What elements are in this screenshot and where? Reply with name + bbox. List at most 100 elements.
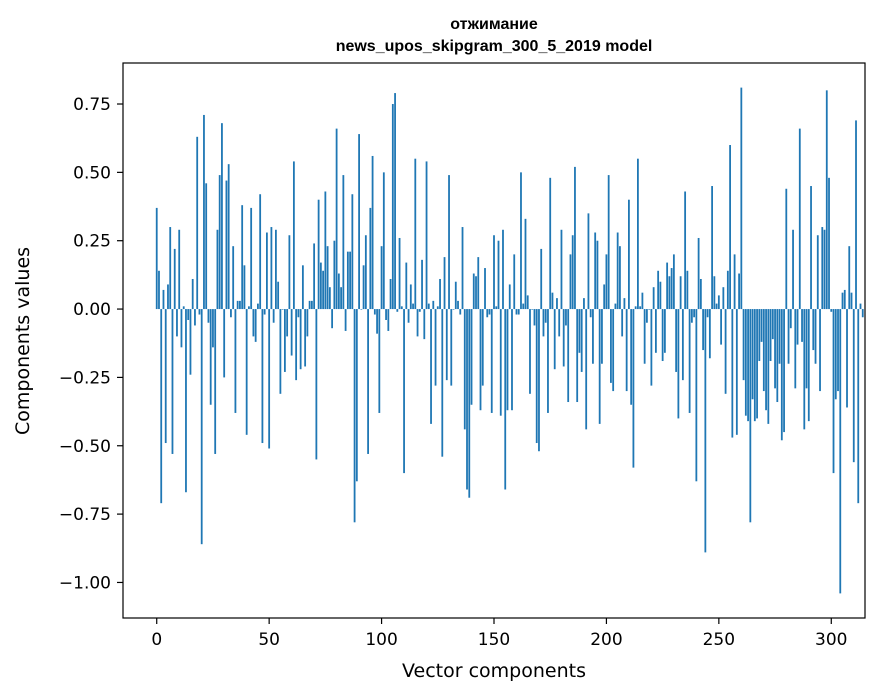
bar-component-274 [771,309,774,340]
bar-component-254 [726,270,729,310]
bar-component-137 [463,309,466,430]
bar-component-117 [418,309,421,312]
bar-component-219 [648,309,651,310]
bar-component-271 [765,309,767,411]
bar-component-163 [522,303,525,310]
bar-component-79 [333,240,336,310]
bar-component-283 [792,229,794,310]
bar-component-226 [663,309,666,353]
bar-component-207 [621,309,624,337]
chart-title: отжимание [450,16,538,33]
bar-component-304 [839,309,842,594]
bar-component-49 [266,232,268,310]
bar-component-158 [511,309,513,411]
y-tick-label: 0.50 [73,163,111,183]
bar-component-87 [351,194,354,310]
bar-component-2 [160,309,163,504]
y-tick-label: 0.75 [73,95,111,115]
y-axis-label: Components values [12,247,34,435]
bar-component-134 [457,300,459,310]
bar-component-250 [717,295,720,310]
bar-component-298 [825,90,828,310]
x-tick-label: 200 [590,630,622,650]
x-axis-label: Vector components [402,660,586,682]
bar-component-16 [191,278,194,310]
bar-component-95 [369,207,372,310]
bar-component-294 [816,235,819,310]
bar-component-183 [567,309,570,403]
bar-component-114 [412,303,414,310]
bar-component-279 [783,309,785,433]
bar-component-6 [169,227,172,310]
bar-component-194 [592,309,594,364]
bar-component-65 [301,265,304,310]
bar-component-59 [288,235,291,310]
bar-component-208 [623,298,626,310]
bar-component-182 [565,309,567,326]
bar-component-308 [848,246,851,310]
bar-component-85 [346,251,349,310]
bar-component-146 [484,268,486,310]
bar-component-103 [387,309,390,331]
bar-component-9 [176,309,178,337]
bar-component-42 [250,207,253,310]
chart-subtitle: news_upos_skipgram_300_5_2019 model [336,38,653,55]
bar-component-286 [798,128,801,310]
bar-component-62 [295,309,298,381]
bar-component-23 [207,309,210,323]
y-tick-label: −1.00 [59,573,111,593]
bar-component-155 [504,309,507,490]
bar-component-204 [614,303,617,310]
bar-component-190 [583,298,585,310]
bar-component-243 [702,309,705,351]
bar-component-71 [315,309,318,460]
bar-component-148 [488,309,491,315]
bar-component-97 [373,309,376,315]
bar-component-233 [679,276,682,310]
bar-component-173 [544,309,547,323]
bar-component-239 [693,309,696,318]
bar-component-13 [185,309,187,493]
bar-component-98 [376,309,378,334]
bar-component-225 [661,309,664,362]
bar-component-94 [367,309,369,454]
bar-component-303 [837,309,839,392]
bar-component-185 [571,235,574,310]
bar-component-51 [270,227,273,310]
x-tick-label: 50 [258,630,280,650]
bar-component-52 [272,309,275,323]
bar-component-238 [690,309,693,323]
bar-component-99 [378,309,381,413]
bar-component-22 [205,183,208,310]
bar-component-124 [434,309,437,386]
bar-component-296 [821,227,824,310]
bar-component-267 [756,309,758,419]
bar-component-90 [358,134,360,310]
bar-component-159 [513,254,516,310]
bar-component-212 [632,309,635,468]
bar-component-281 [787,309,790,364]
bar-component-256 [731,309,734,438]
bar-component-229 [670,268,673,310]
bar-component-39 [243,265,246,310]
bar-component-187 [576,309,579,403]
bar-component-40 [245,309,248,435]
bar-component-245 [706,309,709,318]
bar-component-206 [619,246,621,310]
bar-component-84 [344,309,347,331]
bar-component-179 [558,309,561,337]
bar-component-129 [445,309,448,381]
bar-component-5 [167,284,169,310]
bar-component-171 [540,248,543,310]
bar-component-77 [328,287,331,310]
bar-component-300 [830,309,833,312]
bar-component-78 [331,309,334,329]
bar-component-123 [432,300,435,310]
bar-component-270 [762,309,765,392]
bar-component-191 [585,309,588,430]
bar-component-118 [421,259,423,310]
bar-component-73 [319,262,322,310]
bar-component-28 [218,175,221,310]
y-axis-ticks: 0.75 0.50 0.25 0.00 −0.25 −0.50 −0.75 −1.00 [59,95,123,593]
